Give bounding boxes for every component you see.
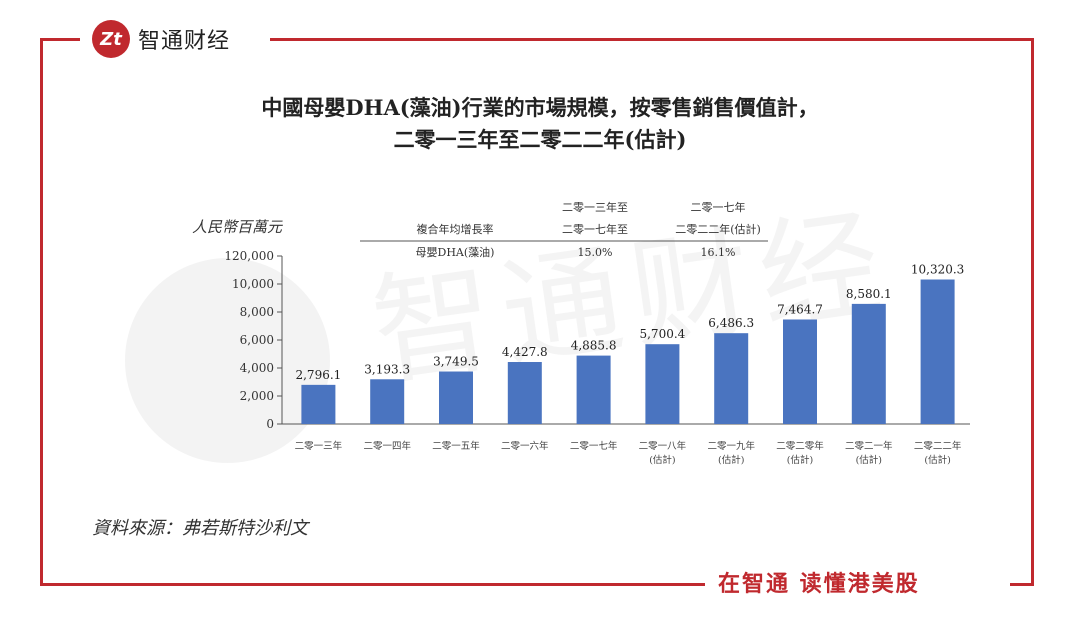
cagr-col1-header-line1: 二零一三年至 (562, 200, 628, 214)
x-tick-label: 二零一七年 (570, 440, 618, 452)
bar (920, 279, 955, 424)
cagr-col1-header-line2: 二零一七年至 (562, 222, 628, 236)
frame-top-right (270, 38, 1034, 41)
x-tick-label: 二零二二年 (914, 440, 962, 452)
cagr-col1-value: 15.0% (578, 246, 613, 259)
frame-left (40, 38, 43, 586)
x-tick-label: 二零一八年 (639, 440, 687, 452)
y-tick-label: 120,000 (224, 249, 274, 263)
frame-top-left (40, 38, 80, 41)
y-tick-label: 8,000 (240, 305, 274, 319)
bar-value-label: 8,580.1 (846, 287, 892, 301)
brand: Zt 智通财经 (86, 20, 237, 58)
y-axis-label: 人民幣百萬元 (192, 218, 283, 236)
bar (301, 384, 336, 424)
chart-title-line-2: 二零一三年至二零二二年(估計) (393, 127, 687, 152)
frame-bottom-right (1010, 583, 1034, 586)
x-tick-label: 二零一三年 (295, 440, 343, 452)
bar-value-label: 6,486.3 (708, 316, 754, 330)
slogan: 在智通 读懂港美股 (712, 566, 926, 598)
x-tick-label: (估計) (718, 454, 744, 466)
cagr-col2-header-line1: 二零一七年 (691, 200, 746, 214)
x-tick-label: 二零一九年 (707, 440, 755, 452)
bar-value-label: 2,796.1 (295, 368, 341, 382)
x-tick-label: (估計) (856, 454, 882, 466)
x-tick-label: 二零二一年 (845, 440, 893, 452)
cagr-col2-value: 16.1% (701, 246, 736, 259)
x-tick-label: (估計) (649, 454, 675, 466)
bar-value-label: 4,427.8 (502, 345, 548, 359)
bar (714, 333, 749, 424)
bar (783, 319, 817, 424)
watermark-logo-icon (125, 258, 330, 463)
frame-right (1031, 38, 1034, 586)
y-tick-label: 4,000 (240, 361, 274, 375)
chart-title: 中國母嬰DHA(藻油)行業的市場規模，按零售銷售價值計， 二零一三年至二零二二年… (150, 92, 930, 156)
x-tick-label: 二零一六年 (501, 440, 549, 452)
bar-value-label: 3,749.5 (433, 355, 479, 369)
y-tick-label: 0 (266, 417, 274, 431)
bar-value-label: 4,885.8 (571, 339, 617, 353)
x-tick-label: (估計) (787, 454, 813, 466)
bar-value-label: 7,464.7 (777, 302, 823, 316)
bar (439, 371, 473, 424)
bar-value-label: 5,700.4 (639, 327, 685, 341)
x-tick-label: 二零一五年 (432, 440, 480, 452)
y-tick-label: 6,000 (240, 333, 274, 347)
x-tick-label: 二零二零年 (776, 440, 824, 452)
chart-title-line-1: 中國母嬰DHA(藻油)行業的市場規模，按零售銷售價值計， (261, 95, 819, 120)
y-tick-label: 2,000 (240, 389, 274, 403)
cagr-col2-header-line2: 二零二二年(估計) (675, 222, 761, 236)
cagr-row-label: 母嬰DHA(藻油) (416, 245, 495, 259)
x-tick-label: 二零一四年 (363, 440, 411, 452)
brand-logo-icon: Zt (92, 20, 130, 58)
y-tick-label: 10,000 (232, 277, 274, 291)
bar (851, 303, 886, 424)
frame-bottom-left (40, 583, 705, 586)
bar-value-label: 10,320.3 (911, 263, 964, 277)
source-note: 資料來源：弗若斯特沙利文 (92, 518, 308, 539)
x-tick-label: (估計) (924, 454, 950, 466)
bar (507, 362, 542, 424)
bar (645, 344, 680, 424)
bar (370, 379, 405, 424)
cagr-header-label: 複合年均增長率 (417, 222, 494, 236)
bar (576, 355, 611, 424)
bar-value-label: 3,193.3 (364, 362, 410, 376)
brand-name: 智通财经 (138, 29, 231, 54)
